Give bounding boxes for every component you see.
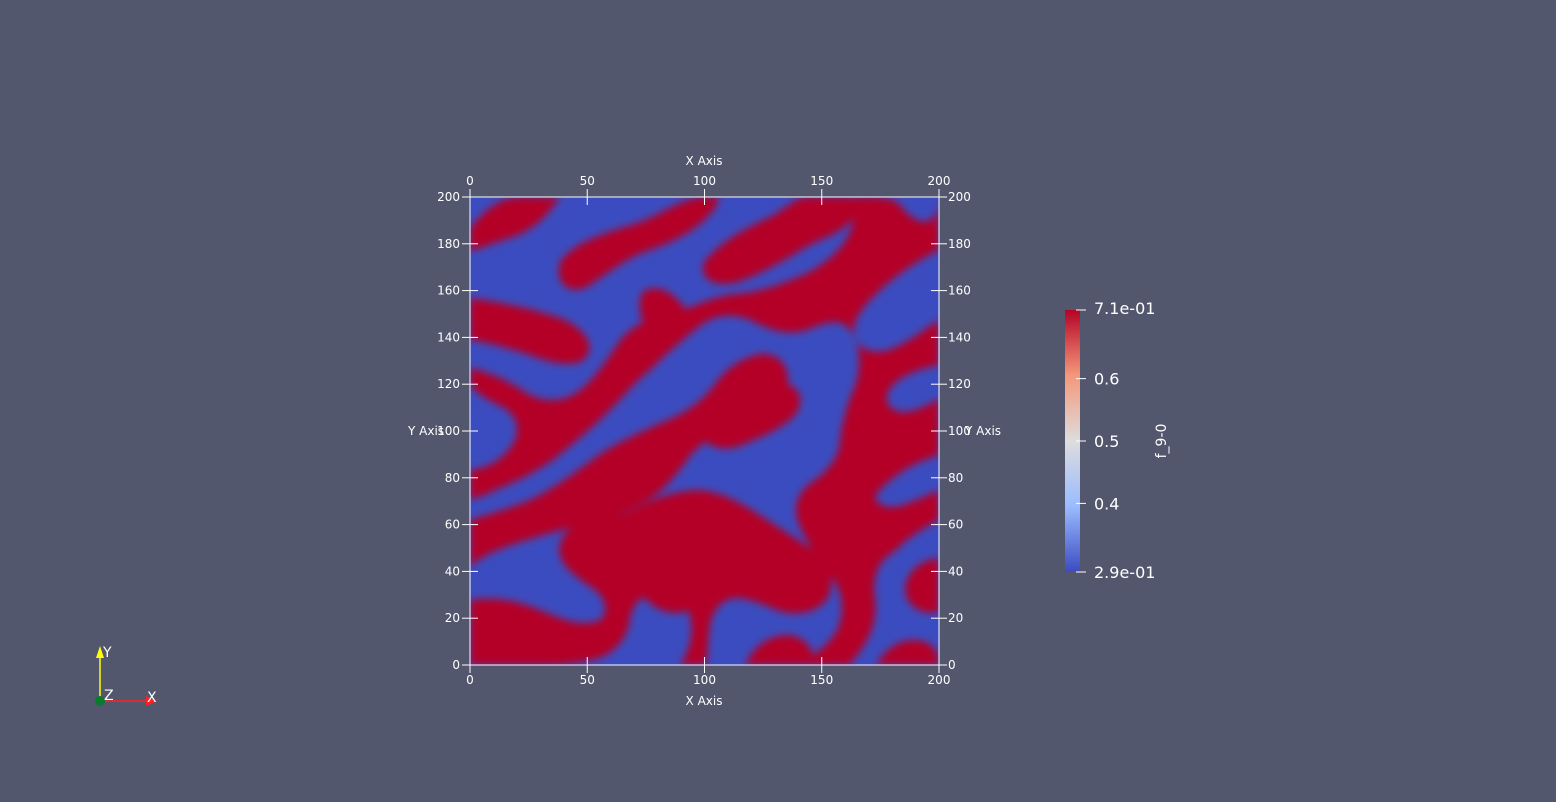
y-tick-left-label: 40	[445, 564, 460, 578]
color-legend[interactable]: 0.6 0.5 0.4 7.1e-01 2.9e-01 f_9-0	[1065, 299, 1170, 582]
colorbar-tick-label: 0.6	[1094, 370, 1119, 389]
colorbar-ticks: 0.6 0.5 0.4	[1076, 309, 1119, 573]
y-tick-right-label: 0	[948, 658, 956, 672]
x-tick-top-label: 200	[928, 174, 951, 188]
orientation-z-label: Z	[104, 688, 114, 704]
x-tick-top-label: 50	[580, 174, 595, 188]
y-tick-left-label: 20	[445, 611, 460, 625]
y-tick-right-label: 40	[948, 564, 963, 578]
y-tick-left-label: 140	[437, 330, 460, 344]
colorbar-tick-label: 0.5	[1094, 432, 1119, 451]
x-tick-top-label: 100	[693, 174, 716, 188]
orientation-y-label: Y	[102, 645, 112, 661]
colorbar-gradient	[1065, 310, 1080, 572]
y-tick-right-label: 140	[948, 330, 971, 344]
x-tick-top-label: 0	[466, 174, 474, 188]
right-y-ticks: 0 20 40 60 80 100 120 140 160 180 200	[931, 190, 971, 672]
orientation-y-arrow	[96, 646, 104, 658]
orientation-x-arrow	[146, 696, 157, 706]
colorbar-title: f_9-0	[1154, 424, 1170, 459]
left-y-ticks: 0 20 40 60 80 100 120 140 160 180 200	[437, 190, 478, 672]
x-tick-bottom-label: 0	[466, 673, 474, 687]
y-tick-right-label: 200	[948, 190, 971, 204]
field-high-regions	[470, 197, 939, 665]
y-tick-left-label: 60	[445, 518, 460, 532]
y-axis-title-left: Y Axis	[407, 424, 444, 438]
x-tick-bottom-label: 200	[928, 673, 951, 687]
colorbar-min-label: 2.9e-01	[1094, 563, 1155, 582]
y-tick-left-label: 120	[437, 377, 460, 391]
bottom-x-ticks: 0 50 100 150 200	[466, 657, 950, 687]
y-tick-right-label: 80	[948, 471, 963, 485]
top-x-ticks: 0 50 100 150 200	[466, 174, 950, 205]
y-tick-right-label: 20	[948, 611, 963, 625]
y-axis-title-right: Y Axis	[964, 424, 1001, 438]
x-tick-top-label: 150	[810, 174, 833, 188]
orientation-z-axis	[95, 696, 105, 706]
y-tick-left-label: 100	[437, 424, 460, 438]
orientation-axes-widget[interactable]: X Y Z	[95, 645, 157, 706]
x-tick-bottom-label: 50	[580, 673, 595, 687]
x-axis-title-bottom: X Axis	[686, 694, 723, 708]
colorbar-max-label: 7.1e-01	[1094, 299, 1155, 318]
y-tick-right-label: 160	[948, 284, 971, 298]
scalar-field-plot[interactable]	[470, 197, 939, 665]
y-tick-left-label: 200	[437, 190, 460, 204]
orientation-x-label: X	[147, 690, 157, 706]
y-tick-right-label: 180	[948, 237, 971, 251]
y-tick-left-label: 160	[437, 284, 460, 298]
y-tick-left-label: 0	[452, 658, 460, 672]
x-tick-bottom-label: 150	[810, 673, 833, 687]
y-tick-left-label: 80	[445, 471, 460, 485]
y-tick-left-label: 180	[437, 237, 460, 251]
y-tick-right-label: 120	[948, 377, 971, 391]
y-tick-right-label: 100	[948, 424, 971, 438]
x-tick-bottom-label: 100	[693, 673, 716, 687]
y-tick-right-label: 60	[948, 518, 963, 532]
x-axis-title-top: X Axis	[686, 154, 723, 168]
colorbar-tick-label: 0.4	[1094, 494, 1119, 513]
